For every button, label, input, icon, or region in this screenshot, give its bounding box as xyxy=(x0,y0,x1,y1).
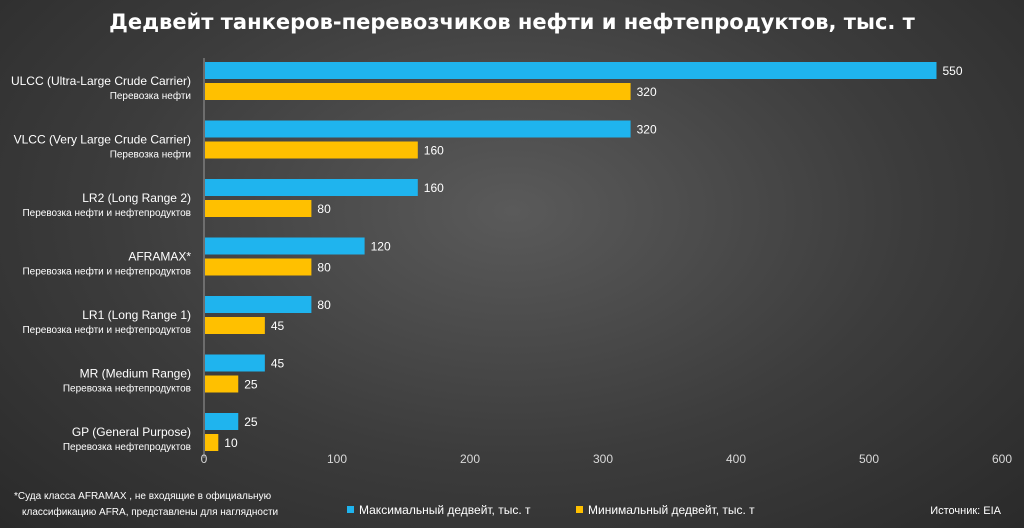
x-tick-label: 100 xyxy=(327,452,347,466)
data-label: 160 xyxy=(424,181,444,195)
category-sublabel: Перевозка нефтепродуктов xyxy=(63,441,191,453)
x-tick-label: 600 xyxy=(992,452,1012,466)
bar-min xyxy=(205,141,418,159)
data-label: 80 xyxy=(317,261,331,275)
legend-label-max: Максимальный дедвейт, тыс. т xyxy=(359,503,531,517)
bar-max xyxy=(205,179,418,196)
category-labels: ULCC (Ultra-Large Crude Carrier) Перевозк… xyxy=(11,74,191,453)
data-label: 550 xyxy=(943,64,963,78)
x-axis-ticks: 0 100 200 300 400 500 600 xyxy=(201,452,1013,466)
data-label: 80 xyxy=(317,202,331,216)
data-label: 80 xyxy=(317,298,331,312)
bar-min xyxy=(205,200,312,217)
legend-label-min: Минимальный дедвейт, тыс. т xyxy=(588,503,755,517)
data-label: 160 xyxy=(424,144,444,158)
legend: Максимальный дедвейт, тыс. т Минимальный… xyxy=(347,503,755,517)
bar-min xyxy=(205,317,265,334)
bar-min xyxy=(205,83,631,100)
x-tick-label: 300 xyxy=(593,452,613,466)
footnote-line-1: *Суда класса AFRAMAX , не входящие в офи… xyxy=(14,490,272,502)
x-tick-label: 500 xyxy=(859,452,879,466)
category-label: AFRAMAX* xyxy=(128,250,191,264)
data-label: 10 xyxy=(224,436,238,450)
category-label: LR1 (Long Range 1) xyxy=(82,308,191,322)
data-label: 45 xyxy=(271,319,285,333)
data-label: 45 xyxy=(271,357,285,371)
bars xyxy=(205,62,937,451)
category-sublabel: Перевозка нефти и нефтепродуктов xyxy=(22,266,191,278)
category-sublabel: Перевозка нефти xyxy=(110,149,191,161)
category-sublabel: Перевозка нефти xyxy=(110,90,191,102)
category-label: GP (General Purpose) xyxy=(72,425,191,439)
category-label: MR (Medium Range) xyxy=(80,367,191,381)
bar-min xyxy=(205,434,219,451)
bar-max xyxy=(205,62,937,79)
category-label: LR2 (Long Range 2) xyxy=(82,191,191,205)
category-sublabel: Перевозка нефти и нефтепродуктов xyxy=(22,324,191,336)
category-sublabel: Перевозка нефти и нефтепродуктов xyxy=(22,207,191,219)
bar-min xyxy=(205,375,239,393)
legend-swatch-min xyxy=(576,506,583,513)
bar-max xyxy=(205,296,312,313)
footnote-line-2: классификацию AFRA, представлены для наг… xyxy=(22,506,278,518)
x-tick-label: 200 xyxy=(460,452,480,466)
category-label: VLCC (Very Large Crude Carrier) xyxy=(14,133,191,147)
bar-max xyxy=(205,237,365,255)
data-label: 320 xyxy=(637,123,657,137)
x-tick-label: 0 xyxy=(201,452,208,466)
chart-title: Дедвейт танкеров-перевозчиков нефти и не… xyxy=(109,10,916,34)
bar-max xyxy=(205,354,265,372)
data-label: 25 xyxy=(244,378,258,392)
data-label: 120 xyxy=(371,240,391,254)
source-label: Источник: EIA xyxy=(930,505,1001,517)
data-label: 320 xyxy=(637,85,657,99)
bar-min xyxy=(205,258,312,276)
data-labels: 550 320 320 160 160 80 120 80 80 45 45 25 25 10 xyxy=(224,64,963,450)
x-tick-label: 400 xyxy=(726,452,746,466)
data-label: 25 xyxy=(244,415,258,429)
footnote: *Суда класса AFRAMAX , не входящие в офи… xyxy=(14,490,278,518)
bar-max xyxy=(205,120,631,138)
legend-swatch-max xyxy=(347,506,354,513)
bar-max xyxy=(205,413,239,430)
category-label: ULCC (Ultra-Large Crude Carrier) xyxy=(11,74,191,88)
category-sublabel: Перевозка нефтепродуктов xyxy=(63,383,191,395)
